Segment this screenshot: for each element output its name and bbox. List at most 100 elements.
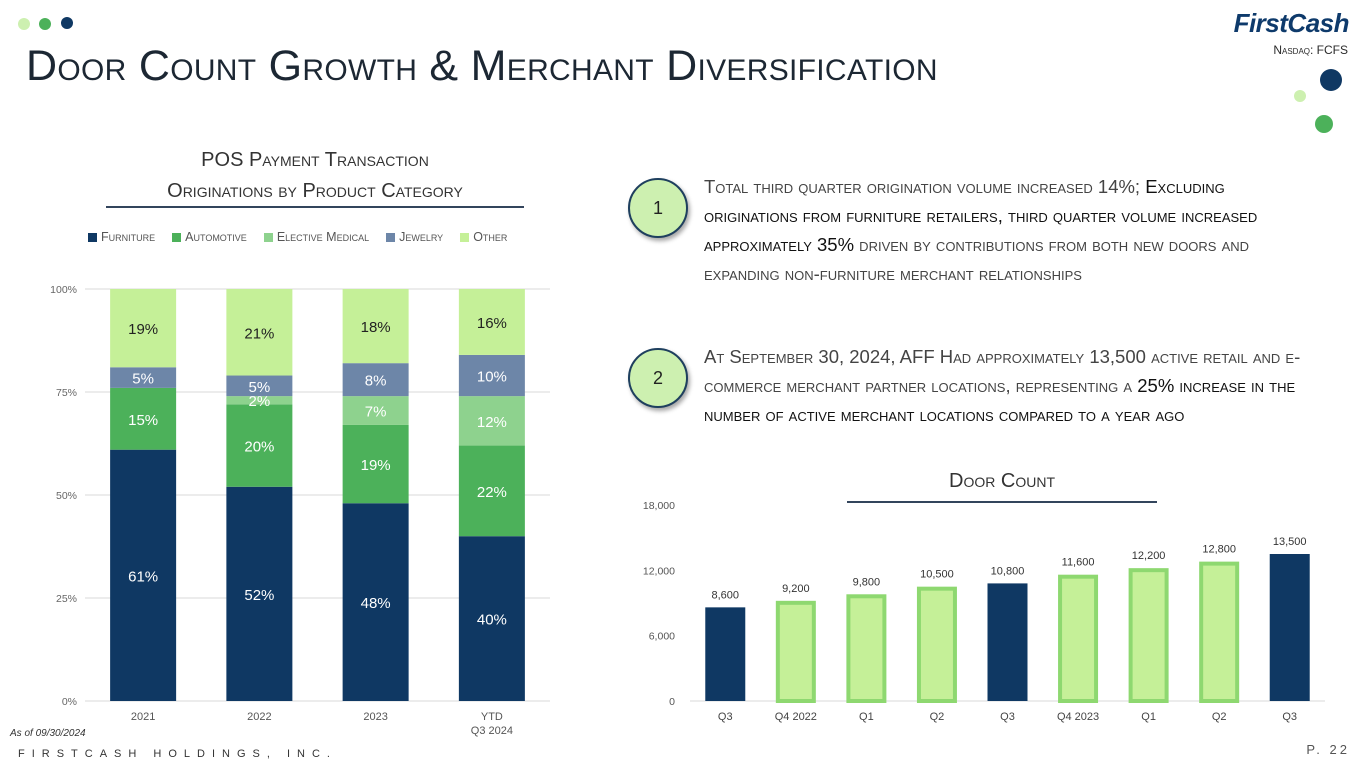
pos-xtick-label: 2023 [363, 711, 387, 723]
decor-dot-6 [1315, 115, 1333, 133]
legend-item-automotive: Automotive [172, 230, 247, 244]
legend-swatch [386, 232, 396, 242]
pos-chart-heading-line2: Originations by Product Category [167, 180, 463, 202]
pos-bar-segment [226, 396, 293, 405]
pos-segment-label: 19% [361, 457, 391, 474]
pos-bar-segment [110, 387, 177, 450]
pos-segment-label: 18% [361, 319, 391, 336]
pos-segment-label: 5% [249, 379, 271, 396]
door-ytick-label: 18,000 [643, 500, 675, 512]
pos-heading-rule [106, 206, 524, 208]
bullet-text-1: Total third quarter origination volume i… [704, 172, 1264, 288]
bullet-text-2: At September 30, 2024, AFF Had approxima… [704, 342, 1304, 429]
pos-bar-segment [226, 486, 293, 701]
pos-chart-heading-line1: POS Payment Transaction [201, 149, 429, 171]
pos-bar-segment [458, 536, 525, 701]
door-count-heading: Door Count [949, 470, 1055, 492]
pos-ytick-label: 50% [56, 490, 77, 502]
door-xtick-label: Q3 [1282, 711, 1297, 723]
decor-dot-5 [1294, 90, 1306, 102]
pos-bar-segment [110, 367, 177, 388]
pos-xtick-label: YTD [481, 711, 503, 723]
door-xtick-label: Q3 [1000, 711, 1015, 723]
pos-bar-segment [458, 396, 525, 446]
legend-swatch [172, 232, 182, 242]
pos-segment-label: 16% [477, 315, 507, 332]
door-value-label: 10,500 [920, 569, 954, 581]
ticker-label: Nasdaq: FCFS [1273, 43, 1348, 57]
pos-xtick-label: Q3 2024 [471, 725, 513, 737]
door-xtick-label: Q2 [1212, 711, 1227, 723]
pos-chart-heading: POS Payment Transaction Originations by … [100, 145, 530, 207]
legend-label: Automotive [185, 230, 247, 244]
bullet-number-1: 1 [628, 178, 688, 238]
page-number: P. 22 [1306, 742, 1350, 757]
legend-swatch [460, 232, 470, 242]
pos-bar-segment [458, 289, 525, 355]
decor-dot-3 [61, 17, 73, 29]
door-value-label: 9,800 [853, 576, 881, 588]
pos-ytick-label: 100% [50, 284, 77, 296]
pos-segment-label: 61% [128, 568, 158, 585]
pos-bar-segment [458, 445, 525, 537]
door-count-heading-rule [847, 501, 1157, 503]
pos-segment-label: 7% [365, 404, 387, 421]
door-bar [1058, 574, 1099, 703]
pos-segment-label: 5% [132, 371, 154, 388]
pos-ytick-label: 75% [56, 387, 77, 399]
pos-segment-label: 48% [361, 595, 391, 612]
door-count-bar-chart: 0 6,000 12,000 18,000 8,600 Q3 9,200 Q4 2022 9,8… [643, 500, 1325, 723]
door-bar [1128, 568, 1169, 704]
door-bar [705, 607, 746, 701]
as-of-note: As of 09/30/2024 [10, 728, 86, 739]
pos-segment-label: 12% [477, 414, 507, 431]
pos-segment-label: 10% [477, 369, 507, 386]
pos-segment-label: 8% [365, 373, 387, 390]
door-xtick-label: Q4 2023 [1057, 711, 1099, 723]
legend-swatch [88, 232, 97, 242]
legend-item-jewelry: Jewelry [386, 230, 443, 244]
door-value-label: 12,800 [1202, 544, 1236, 556]
door-value-label: 11,600 [1062, 557, 1095, 569]
door-value-label: 8,600 [712, 589, 740, 601]
door-value-label: 12,200 [1132, 550, 1166, 562]
decor-dot-4 [1320, 69, 1342, 91]
pos-bar-segment [226, 404, 293, 487]
pos-bar-segment [226, 375, 293, 397]
door-xtick-label: Q2 [930, 711, 945, 723]
bullet-1-part3: driven by contributions from both new do… [704, 234, 1250, 284]
bullet-1-emphasis: Excluding originations from furniture re… [704, 176, 1258, 255]
page-title: Door Count Growth & Merchant Diversifica… [26, 42, 938, 90]
legend-swatch [263, 232, 273, 242]
legend-label: Furniture [101, 230, 156, 244]
pos-segment-label: 15% [128, 412, 158, 429]
door-bar [987, 583, 1028, 701]
bullet-1-part1: Total third quarter origination volume i… [704, 176, 1146, 197]
pos-bar-segment [342, 424, 409, 504]
pos-segment-label: 20% [244, 439, 274, 456]
decor-dot-1 [18, 18, 30, 30]
pos-segment-label: 2% [249, 393, 271, 410]
pos-ytick-label: 0% [62, 696, 77, 708]
pos-xtick-label: 2022 [247, 711, 271, 723]
door-xtick-label: Q1 [1141, 711, 1156, 723]
bullet-2-emphasis: 25% increase in the number of active mer… [704, 375, 1296, 425]
door-ytick-label: 6,000 [649, 631, 675, 643]
decor-dot-2 [39, 18, 51, 30]
pos-segment-label: 21% [244, 325, 274, 342]
door-bar [916, 586, 957, 703]
door-value-label: 9,200 [782, 583, 810, 595]
door-value-label: 13,500 [1273, 536, 1307, 548]
legend-label: Elective Medical [276, 230, 370, 244]
legend-item-other: Other [460, 230, 507, 244]
legend-label: Jewelry [399, 230, 444, 244]
legend-item-elective-medical: Elective Medical [263, 230, 370, 244]
pos-segment-label: 22% [477, 484, 507, 501]
company-footer: FIRSTCASH HOLDINGS, INC. [18, 748, 337, 760]
door-xtick-label: Q3 [718, 711, 733, 723]
legend-item-furniture: Furniture [88, 230, 155, 244]
door-ytick-label: 12,000 [643, 565, 675, 577]
door-value-label: 10,800 [991, 565, 1025, 577]
pos-segment-label: 40% [477, 612, 507, 629]
pos-bar-segment [342, 289, 409, 364]
